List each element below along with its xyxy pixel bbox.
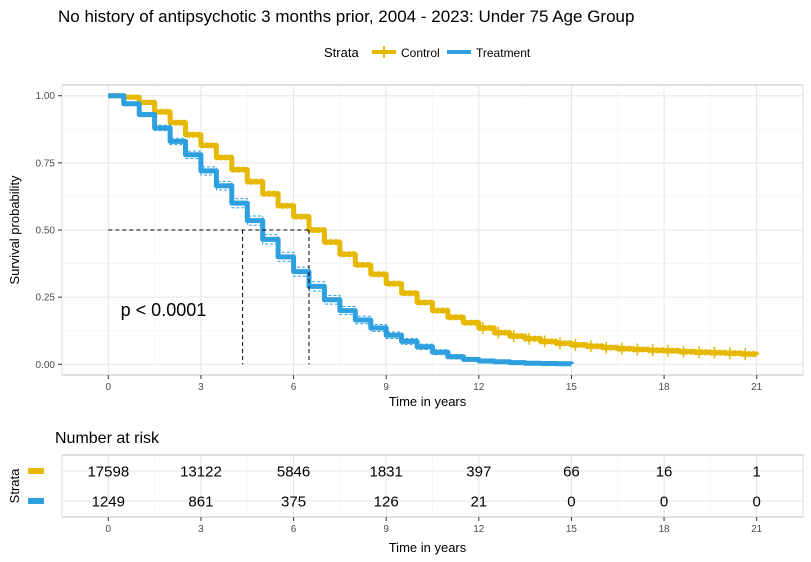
survival-curve-treatment: [108, 93, 574, 367]
risk-table-grid: [61, 455, 804, 517]
risk-table-y-label: Strata: [7, 468, 22, 503]
risk-x-tick-label: 12: [473, 524, 485, 535]
legend-label-control: Control: [401, 46, 440, 60]
risk-cell: 1249: [92, 494, 125, 511]
x-tick-label: 12: [473, 382, 485, 393]
risk-x-tick-label: 18: [659, 524, 671, 535]
x-tick-label: 6: [291, 382, 297, 393]
risk-table-title: Number at risk: [55, 430, 160, 447]
y-axis-label: Survival probability: [7, 175, 22, 285]
risk-cell: 66: [563, 464, 580, 481]
risk-row-treatment: 1249 861 375 126 21 0 0 0: [28, 494, 761, 511]
risk-x-tick-label: 6: [291, 524, 297, 535]
risk-cell: 0: [753, 494, 761, 511]
risk-x-tick-label: 0: [106, 524, 112, 535]
risk-cell: 13122: [180, 464, 222, 481]
risk-cell: 17598: [87, 464, 129, 481]
risk-cell: 397: [466, 464, 491, 481]
risk-cell: 0: [567, 494, 575, 511]
y-tick-label: 0.75: [36, 158, 56, 169]
x-axis-label: Time in years: [389, 394, 467, 409]
y-tick-label: 1.00: [36, 91, 56, 102]
risk-cell: 1: [753, 464, 761, 481]
series-control: [108, 93, 760, 358]
risk-cell: 861: [188, 494, 213, 511]
chart-title: No history of antipsychotic 3 months pri…: [58, 7, 634, 26]
series-treatment: [108, 93, 574, 367]
risk-x-tick-label: 15: [566, 524, 578, 535]
survival-curve-control: [108, 93, 760, 357]
x-tick-label: 9: [383, 382, 389, 393]
x-tick-label: 18: [659, 382, 671, 393]
censor-marks: [482, 322, 746, 361]
y-tick-label: 0.25: [36, 293, 56, 304]
risk-cell: 126: [374, 494, 399, 511]
x-tick-label: 21: [751, 382, 763, 393]
x-tick-label: 15: [566, 382, 578, 393]
median-lines: [108, 229, 310, 365]
x-tick-label: 0: [106, 382, 112, 393]
p-value-annotation: p < 0.0001: [121, 300, 207, 320]
legend-title: Strata: [324, 45, 359, 60]
risk-cell: 375: [281, 494, 306, 511]
risk-x-axis-label: Time in years: [389, 540, 467, 555]
y-tick-label: 0.00: [36, 360, 56, 371]
risk-x-tick-label: 21: [751, 524, 763, 535]
risk-row-control: 17598 13122 5846 1831 397 66 16 1: [28, 464, 761, 481]
axes: 0 3 6 9 12 15 18 21 0.00 0.25 0.50 0.75 1.00 Time in …: [7, 91, 763, 409]
legend-label-treatment: Treatment: [476, 46, 531, 60]
risk-cell: 1831: [370, 464, 403, 481]
x-tick-label: 3: [198, 382, 204, 393]
risk-cell: 16: [656, 464, 673, 481]
risk-cell: 0: [660, 494, 668, 511]
risk-x-tick-label: 3: [198, 524, 204, 535]
risk-x-tick-label: 9: [383, 524, 389, 535]
y-tick-label: 0.50: [36, 226, 56, 237]
risk-cell: 5846: [277, 464, 310, 481]
legend: Strata Control Treatment: [324, 45, 531, 60]
risk-cell: 21: [470, 494, 487, 511]
